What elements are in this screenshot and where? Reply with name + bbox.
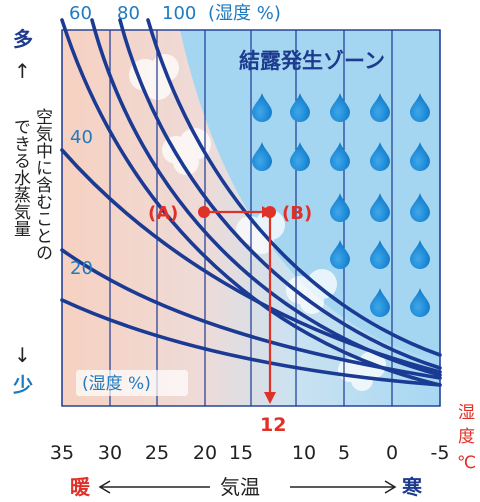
point-a	[198, 206, 210, 218]
x-tick-label: 35	[50, 442, 74, 464]
water-drop-icon	[252, 142, 272, 171]
y-axis-bottom-label: 少	[12, 373, 33, 397]
water-drop-icon	[290, 93, 310, 122]
water-drop-icon	[410, 240, 430, 269]
x-tick-label: 10	[292, 442, 316, 464]
arrow-head-down-icon	[264, 392, 276, 404]
x-tick-label: 25	[145, 442, 169, 464]
water-drops	[252, 93, 430, 317]
water-drop-icon	[370, 240, 390, 269]
water-drop-icon	[330, 93, 350, 122]
x-tick-label: 0	[386, 442, 398, 464]
humidity-curve	[60, 298, 442, 387]
humidity-curve	[118, 18, 442, 370]
water-drop-icon	[370, 288, 390, 317]
curve-label-20: 20	[70, 258, 93, 279]
water-drop-icon	[410, 93, 430, 122]
water-drop-icon	[290, 142, 310, 171]
dew-point-value: 12	[260, 414, 286, 436]
point-a-label: (A)	[148, 203, 178, 224]
y-axis-title-line2: できる水蒸気量	[10, 118, 31, 237]
humidity-curve	[60, 18, 442, 387]
warm-label: 暖	[70, 475, 91, 499]
cold-label: 寒	[402, 475, 423, 499]
arrow-up-icon: ↑	[14, 59, 31, 83]
water-drop-icon	[330, 193, 350, 222]
humidity-curves	[60, 18, 442, 387]
water-drop-icon	[410, 142, 430, 171]
water-drop-icon	[370, 142, 390, 171]
humidity-curve	[60, 148, 442, 374]
top-label-80: 80	[117, 3, 140, 24]
point-b-label: (B)	[282, 203, 312, 224]
plot-frame	[61, 29, 441, 407]
x-tick-label: 30	[98, 442, 122, 464]
humidity-unit-box	[76, 370, 188, 396]
top-label-60: 60	[69, 3, 92, 24]
y-axis-title-line1: 空気中に含むことの	[32, 108, 53, 261]
humidity-curve	[60, 248, 442, 380]
x-tick-label: 20	[193, 442, 217, 464]
water-drop-icon	[330, 142, 350, 171]
x-tick-label: 5	[338, 442, 350, 464]
top-label-100: 100	[162, 3, 196, 24]
water-drop-icon	[330, 240, 350, 269]
water-drop-icon	[370, 193, 390, 222]
zone-title: 結露発生ゾーン	[239, 49, 385, 73]
humidity-curve	[146, 18, 442, 357]
x-axis-tick-labels: 35 30 25 20 15 10 5 0 -5	[50, 442, 450, 464]
arrow-right-icon	[384, 480, 397, 494]
curve-label-40: 40	[70, 127, 93, 148]
arrow-left-icon	[98, 480, 111, 494]
humidity-unit-label: (湿度 %)	[82, 374, 151, 394]
y-axis-top-label: 多	[13, 27, 33, 51]
x-unit-char-2: 度	[458, 427, 475, 447]
x-axis-title: 気温	[220, 475, 260, 499]
arrow-down-icon: ↓	[14, 343, 31, 367]
x-unit-char-3: ℃	[457, 453, 476, 473]
x-tick-label: 15	[229, 442, 253, 464]
water-drop-icon	[410, 288, 430, 317]
water-drop-icon	[370, 93, 390, 122]
x-tick-label: -5	[431, 442, 450, 464]
water-drop-icon	[410, 193, 430, 222]
water-drop-icon	[252, 93, 272, 122]
top-axis-unit: (湿度 %)	[208, 3, 281, 24]
x-unit-char-1: 湿	[458, 403, 475, 423]
point-b	[264, 206, 276, 218]
